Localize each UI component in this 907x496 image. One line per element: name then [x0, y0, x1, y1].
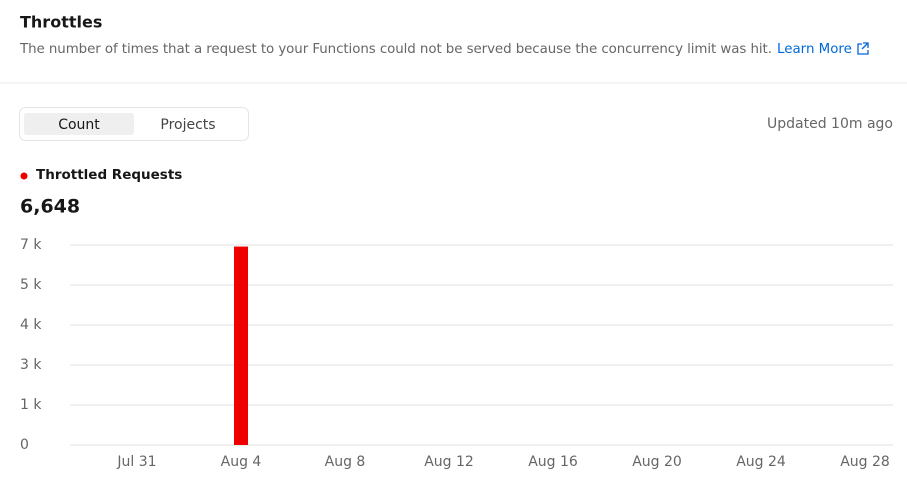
legend-label: Throttled Requests [36, 167, 182, 183]
x-tick-label: Aug 4 [221, 454, 262, 470]
legend-dot [20, 172, 28, 180]
y-tick-label: 1 k [20, 397, 42, 413]
x-tick-label: Aug 8 [325, 454, 366, 470]
tab-active-bg [24, 113, 134, 135]
external-icon [857, 42, 869, 55]
y-tick-label: 3 k [20, 357, 42, 373]
x-tick-label: Jul 31 [116, 454, 156, 470]
updated-label: Updated 10m ago [767, 116, 893, 132]
bar [234, 246, 248, 445]
description: The number of times that a request to yo… [19, 42, 772, 57]
x-tick-label: Aug 16 [528, 454, 578, 470]
learn-more-link[interactable]: Learn More [777, 42, 852, 57]
y-tick-label: 4 k [20, 317, 42, 333]
title: Throttles [20, 13, 102, 32]
tab[interactable]: Count [58, 117, 100, 133]
x-tick-label: Aug 28 [840, 454, 890, 470]
y-tick-label: 5 k [20, 277, 42, 293]
y-tick-label: 0 [20, 437, 29, 453]
y-tick-label: 7 k [20, 237, 42, 253]
total: 6,648 [20, 196, 80, 218]
tab[interactable]: Projects [160, 117, 215, 133]
x-tick-label: Aug 24 [736, 454, 786, 470]
x-tick-label: Aug 12 [424, 454, 474, 470]
x-tick-label: Aug 20 [632, 454, 682, 470]
